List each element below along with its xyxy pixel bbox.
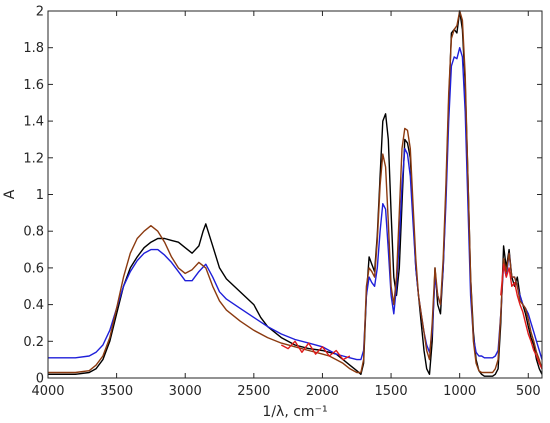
x-axis-title: 1/λ, cm⁻¹ (262, 404, 327, 420)
x-tick-label: 2000 (306, 384, 339, 399)
x-tick-label: 1500 (375, 384, 408, 399)
series-line-5 (500, 263, 543, 370)
x-tick-label: 3500 (100, 384, 133, 399)
y-tick-label: 1.8 (23, 41, 44, 56)
y-tick-label: 1.4 (23, 115, 44, 130)
x-tick-label: 3000 (169, 384, 202, 399)
x-tick-label: 4000 (31, 384, 64, 399)
series-line-2 (48, 47, 543, 361)
series-line-4 (280, 340, 351, 361)
y-tick-label: 0.8 (23, 225, 44, 240)
y-tick-label: 0.4 (23, 298, 44, 313)
y-axis-title: A (2, 189, 18, 199)
ticks-layer: 4000 3500 3000 2500 2000 1500 1000 500 0 0.2 0.4 0.… (23, 5, 542, 399)
series-line-1 (48, 10, 543, 377)
y-tick-label: 1.2 (23, 151, 44, 166)
x-tick-label: 2500 (237, 384, 270, 399)
series-layer (48, 10, 543, 377)
series-line-3 (48, 10, 543, 374)
y-tick-label: 1 (36, 188, 44, 203)
y-tick-label: 0.2 (23, 335, 44, 350)
y-tick-label: 2 (36, 5, 44, 20)
x-tick-label: 1000 (443, 384, 476, 399)
x-tick-label: 500 (516, 384, 541, 399)
y-tick-label: 0 (36, 372, 44, 387)
y-tick-label: 0.6 (23, 261, 44, 276)
y-tick-label: 1.6 (23, 78, 44, 93)
